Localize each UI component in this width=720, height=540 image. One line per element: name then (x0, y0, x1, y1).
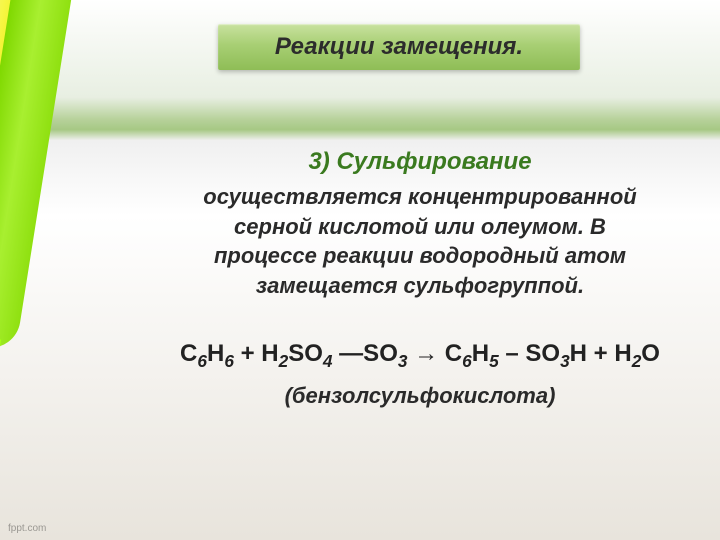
title-banner: Реакции замещения. (218, 24, 580, 70)
highlighter-stack (0, 0, 160, 540)
equation: С6Н6 + Н2SO4 —SO3 → С6Н5 – SO3H + Н2О (б… (160, 337, 680, 412)
equation-product-name: (бензолсульфокислота) (160, 381, 680, 412)
highlighter-green (0, 0, 109, 352)
section-body: осуществляется концентрированной серной … (160, 182, 680, 301)
page-title: Реакции замещения. (275, 33, 523, 61)
content-block: 3) Сульфирование осуществляется концентр… (160, 148, 680, 412)
watermark: fppt.com (8, 523, 46, 534)
section-heading: 3) Сульфирование (160, 148, 680, 176)
equation-line: С6Н6 + Н2SO4 —SO3 → С6Н5 – SO3H + Н2О (160, 337, 680, 373)
